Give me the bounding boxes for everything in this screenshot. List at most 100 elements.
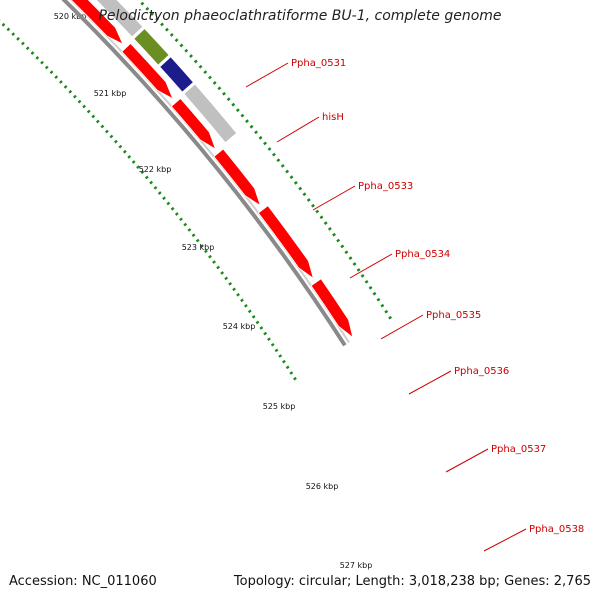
- scale-tick-layer: 520 kbp 521 kbp 522 kbp 523 kbp 524 kbp 525 k…: [0, 0, 393, 570]
- scale-tick: [127, 155, 132, 159]
- feature-tick: [302, 192, 307, 197]
- scale-tick: [73, 94, 77, 99]
- scale-tick: [263, 331, 268, 336]
- scale-tick: [144, 175, 149, 180]
- feature-tick: [280, 163, 285, 168]
- feature-tick: [372, 291, 377, 296]
- feature-tick: [380, 303, 385, 308]
- feature-tick: [203, 70, 208, 75]
- scale-tick: [118, 144, 123, 149]
- gene-leader-line: [349, 253, 393, 279]
- feature-tick: [169, 32, 174, 37]
- scale-tick: [228, 282, 233, 286]
- feature-tick: [231, 102, 236, 107]
- feature-tick: [352, 262, 357, 266]
- scale-tick: [191, 233, 196, 238]
- scale-tick: [109, 134, 114, 139]
- feature-tick: [298, 186, 303, 191]
- scale-label: 521 kbp: [94, 89, 127, 98]
- scale-tick: [216, 265, 221, 270]
- scale-label: 525 kbp: [263, 402, 296, 411]
- gene-label: hisH: [322, 112, 344, 123]
- scale-tick: [274, 348, 279, 353]
- scale-tick: [162, 196, 166, 201]
- feature-tick: [222, 91, 226, 96]
- feature-segment: [96, 0, 143, 37]
- feature-tick: [340, 244, 345, 249]
- scale-tick: [44, 65, 49, 70]
- scale-tick: [259, 326, 264, 330]
- feature-tick: [249, 124, 254, 129]
- scale-tick: [204, 249, 208, 254]
- scale-tick: [157, 191, 162, 195]
- scale-label: 523 kbp: [182, 243, 215, 252]
- feature-tick: [319, 215, 324, 220]
- scale-tick: [289, 371, 294, 375]
- scale-tick: [247, 309, 252, 314]
- scale-tick: [122, 149, 127, 154]
- feature-tick: [263, 141, 267, 146]
- genome-backbone-shadow: [69, 0, 350, 344]
- scale-tick: [293, 376, 297, 381]
- scale-tick: [131, 160, 136, 164]
- scale-label: 526 kbp: [306, 482, 339, 491]
- feature-tick: [254, 130, 258, 135]
- feature-tick: [344, 250, 349, 255]
- feature-tick: [306, 198, 311, 202]
- scale-tick: [220, 271, 225, 275]
- feature-tick: [155, 17, 160, 22]
- feature-tick: [327, 227, 332, 231]
- feature-tick: [140, 1, 145, 6]
- feature-tick: [360, 274, 365, 278]
- gene-label: Ppha_0533: [358, 181, 413, 192]
- scale-tick: [68, 89, 73, 94]
- scale-tick: [251, 315, 256, 319]
- feature-tick: [276, 158, 281, 163]
- gene-label: Ppha_0534: [395, 249, 450, 260]
- gene-leader-line: [276, 116, 320, 143]
- cds-arrow: [310, 278, 354, 339]
- scale-tick: [232, 287, 236, 292]
- feature-tick: [332, 232, 336, 237]
- feature-tick: [293, 180, 298, 185]
- cds-arrow: [213, 148, 262, 207]
- feature-tick: [267, 147, 272, 151]
- scale-tick: [35, 55, 40, 60]
- scale-tick: [1, 22, 6, 27]
- feature-tick: [348, 256, 353, 261]
- scale-tick: [170, 206, 175, 211]
- cds-arrow: [257, 205, 315, 280]
- feature-tick: [217, 86, 222, 91]
- feature-tick: [212, 81, 217, 85]
- scale-tick: [183, 222, 188, 227]
- scale-tick: [255, 320, 260, 325]
- cds-arrow: [121, 42, 174, 100]
- scale-tick: [267, 337, 271, 341]
- feature-tick: [245, 119, 249, 124]
- feature-tick: [208, 75, 212, 80]
- scale-tick: [282, 359, 286, 364]
- feature-tick: [364, 279, 369, 284]
- feature-tick: [356, 268, 361, 272]
- scale-tick: [166, 201, 171, 206]
- feature-tick: [285, 169, 290, 174]
- scale-tick: [49, 70, 54, 75]
- scale-tick: [212, 260, 216, 264]
- scale-tick: [100, 124, 105, 129]
- feature-tick: [198, 64, 203, 69]
- gene-label: Ppha_0536: [454, 366, 509, 377]
- gene-leader-line: [408, 370, 452, 395]
- feature-tick: [150, 12, 155, 16]
- scale-tick: [86, 109, 91, 114]
- scale-tick: [95, 119, 100, 124]
- scale-tick: [224, 276, 229, 281]
- scale-tick: [244, 303, 248, 308]
- genome-title: Pelodictyon phaeoclathratiforme BU-1, co…: [98, 8, 502, 24]
- scale-label: 522 kbp: [139, 165, 172, 174]
- scale-tick: [77, 99, 82, 104]
- scale-tick: [270, 342, 275, 347]
- genome-backbone: [61, 0, 347, 347]
- scale-tick: [236, 292, 240, 297]
- scale-label: 527 kbp: [340, 561, 373, 570]
